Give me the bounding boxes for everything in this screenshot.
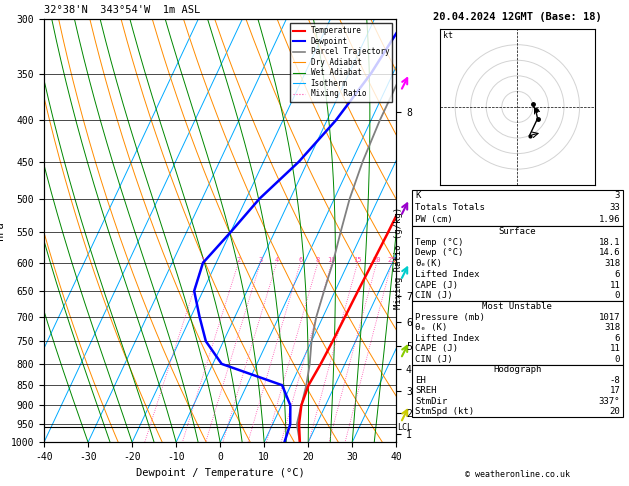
Text: θₑ(K): θₑ(K) — [415, 259, 442, 268]
Text: CAPE (J): CAPE (J) — [415, 344, 458, 353]
Text: 11: 11 — [610, 281, 620, 290]
Text: Mixing Ratio (g/kg): Mixing Ratio (g/kg) — [394, 207, 403, 309]
Text: K: K — [415, 191, 421, 200]
Text: 17: 17 — [610, 386, 620, 395]
Text: kt: kt — [443, 32, 453, 40]
Text: 4: 4 — [274, 257, 279, 263]
Text: 3: 3 — [615, 191, 620, 200]
Text: 1.96: 1.96 — [599, 215, 620, 225]
Text: CIN (J): CIN (J) — [415, 355, 453, 364]
Text: Most Unstable: Most Unstable — [482, 302, 552, 311]
Text: -8: -8 — [610, 376, 620, 385]
Text: Lifted Index: Lifted Index — [415, 334, 480, 343]
Text: LCL: LCL — [398, 423, 413, 432]
Text: Dewp (°C): Dewp (°C) — [415, 248, 464, 258]
Text: 8: 8 — [316, 257, 320, 263]
Text: StmDir: StmDir — [415, 397, 447, 406]
Text: 20.04.2024 12GMT (Base: 18): 20.04.2024 12GMT (Base: 18) — [433, 12, 601, 22]
Text: 6: 6 — [615, 270, 620, 279]
Text: 0: 0 — [615, 292, 620, 300]
Text: 14.6: 14.6 — [599, 248, 620, 258]
Text: CAPE (J): CAPE (J) — [415, 281, 458, 290]
X-axis label: Dewpoint / Temperature (°C): Dewpoint / Temperature (°C) — [136, 468, 304, 478]
Text: SREH: SREH — [415, 386, 437, 395]
Text: Temp (°C): Temp (°C) — [415, 238, 464, 246]
Text: 11: 11 — [610, 344, 620, 353]
Text: 25: 25 — [387, 257, 396, 263]
Text: Pressure (mb): Pressure (mb) — [415, 312, 485, 322]
Text: 18.1: 18.1 — [599, 238, 620, 246]
Y-axis label: km
ASL: km ASL — [413, 223, 433, 239]
Text: 1017: 1017 — [599, 312, 620, 322]
Text: © weatheronline.co.uk: © weatheronline.co.uk — [465, 469, 569, 479]
Text: Surface: Surface — [499, 227, 536, 236]
Text: 318: 318 — [604, 259, 620, 268]
Text: 2: 2 — [237, 257, 240, 263]
Text: 20: 20 — [372, 257, 381, 263]
Legend: Temperature, Dewpoint, Parcel Trajectory, Dry Adiabat, Wet Adiabat, Isotherm, Mi: Temperature, Dewpoint, Parcel Trajectory… — [290, 23, 392, 102]
Text: Hodograph: Hodograph — [493, 365, 542, 374]
Text: 10: 10 — [327, 257, 336, 263]
Text: 15: 15 — [353, 257, 362, 263]
Text: 337°: 337° — [599, 397, 620, 406]
Text: 1: 1 — [201, 257, 205, 263]
Text: 318: 318 — [604, 323, 620, 332]
Text: 6: 6 — [298, 257, 303, 263]
Text: 20: 20 — [610, 407, 620, 416]
Text: EH: EH — [415, 376, 426, 385]
Text: Lifted Index: Lifted Index — [415, 270, 480, 279]
Text: 3: 3 — [259, 257, 262, 263]
Text: 0: 0 — [615, 355, 620, 364]
Text: 6: 6 — [615, 334, 620, 343]
Text: CIN (J): CIN (J) — [415, 292, 453, 300]
Text: PW (cm): PW (cm) — [415, 215, 453, 225]
Text: Totals Totals: Totals Totals — [415, 203, 485, 212]
Text: θₑ (K): θₑ (K) — [415, 323, 447, 332]
Text: 33: 33 — [610, 203, 620, 212]
Y-axis label: hPa: hPa — [0, 222, 5, 240]
Text: StmSpd (kt): StmSpd (kt) — [415, 407, 474, 416]
Text: 32°38'N  343°54'W  1m ASL: 32°38'N 343°54'W 1m ASL — [44, 5, 200, 15]
